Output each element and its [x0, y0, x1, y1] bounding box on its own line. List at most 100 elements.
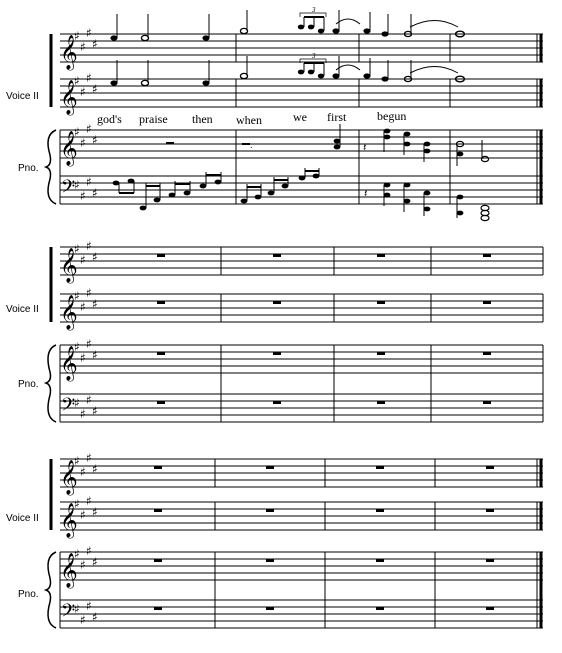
whole-rests [157, 352, 491, 404]
staff-label-piano: Pno. [18, 379, 39, 390]
svg-text:♯: ♯ [92, 133, 98, 147]
lyric-syllable: god's [97, 112, 122, 126]
whole-rest-icon [166, 142, 174, 144]
lyric-syllable: when [236, 113, 262, 127]
svg-text:♯: ♯ [80, 351, 86, 365]
svg-text:♯: ♯ [86, 451, 92, 465]
barlines [214, 552, 543, 628]
staff-piano-treble [60, 551, 543, 581]
whole-rests [154, 559, 494, 610]
svg-text:♯: ♯ [86, 494, 92, 508]
system-3: Voice II 𝄞 𝄞 ♯ ♯ ♯ ♯ ♯ ♯ ♯ ♯ [6, 451, 543, 629]
staff-label-voice: Voice II [6, 91, 39, 102]
svg-text:♯: ♯ [86, 599, 92, 613]
key-signature: ♯ ♯ ♯ ♯ ♯ ♯ ♯ ♯ [74, 337, 98, 421]
key-signature: ♯ ♯ ♯ ♯ ♯ ♯ ♯ ♯ [74, 544, 98, 627]
lyric-syllable: first [327, 110, 347, 124]
treble-clef-icon: 𝄞 [60, 295, 78, 331]
staff-label-voice: Voice II [6, 304, 39, 315]
svg-text:♯: ♯ [86, 71, 92, 85]
svg-text:♯: ♯ [74, 289, 80, 303]
svg-text:♯: ♯ [74, 396, 80, 410]
svg-text:♯: ♯ [92, 555, 98, 569]
svg-text:♯: ♯ [86, 122, 92, 136]
svg-text:♯: ♯ [74, 547, 80, 561]
system-1: Voice II 𝄞 𝄞 ♯ ♯ ♯ ♯ ♯ ♯ ♯ ♯ [6, 6, 543, 222]
svg-text:♯: ♯ [92, 404, 98, 418]
treble-clef-icon: 𝄞 [60, 35, 78, 71]
staff-label-piano: Pno. [18, 589, 39, 600]
triplet-label: 3 [311, 6, 316, 14]
svg-text:♯: ♯ [74, 340, 80, 354]
svg-text:♯: ♯ [86, 337, 92, 351]
staff-label-piano: Pno. [18, 163, 39, 174]
svg-text:♯: ♯ [92, 462, 98, 476]
staff-piano-bass [60, 599, 543, 629]
treble-clef-icon: 𝄞 [60, 346, 78, 382]
svg-text:♯: ♯ [74, 602, 80, 616]
svg-text:♯: ♯ [92, 186, 98, 200]
svg-text:♯: ♯ [74, 242, 80, 256]
svg-text:♯: ♯ [80, 253, 86, 267]
svg-text:♯: ♯ [80, 85, 86, 99]
staff-piano-treble [60, 129, 543, 159]
svg-text:♯: ♯ [74, 29, 80, 43]
lyric-syllable: then [192, 112, 213, 126]
staff-voice-1 [60, 33, 543, 63]
svg-text:♯: ♯ [86, 26, 92, 40]
key-signature: ♯ ♯ ♯ ♯ ♯ ♯ ♯ ♯ [74, 239, 98, 314]
svg-text:♯: ♯ [92, 505, 98, 519]
bass-clef-icon: 𝄢 [61, 601, 75, 626]
svg-text:♯: ♯ [80, 613, 86, 627]
whole-rests [157, 254, 491, 304]
svg-text:♯: ♯ [74, 125, 80, 139]
piano-brace-icon [43, 344, 57, 423]
treble-clef-icon: 𝄞 [60, 553, 78, 589]
lyrics: god's praise then when we first begun [97, 109, 406, 127]
lyric-syllable: praise [139, 112, 168, 126]
piano-treble-notes: . 𝄽 [166, 124, 490, 166]
staff-voice-2 [60, 293, 543, 323]
staff-label-voice: Voice II [6, 513, 39, 524]
svg-text:♯: ♯ [80, 558, 86, 572]
svg-text:𝄽: 𝄽 [364, 187, 367, 200]
piano-brace-icon [43, 551, 57, 629]
key-signature: ♯ ♯ ♯ ♯ ♯ ♯ ♯ ♯ [74, 26, 98, 99]
lyric-syllable: begun [377, 109, 406, 123]
svg-text:♯: ♯ [92, 297, 98, 311]
treble-clef-icon: 𝄞 [60, 131, 78, 167]
svg-text:♯: ♯ [74, 178, 80, 192]
key-signature: ♯ ♯ ♯ ♯ ♯ ♯ ♯ ♯ [74, 451, 98, 522]
whole-rests [154, 466, 494, 512]
bass-clef-icon: 𝄢 [61, 395, 75, 420]
svg-text:♯: ♯ [86, 239, 92, 253]
treble-clef-icon: 𝄞 [60, 503, 78, 539]
svg-text:♯: ♯ [86, 286, 92, 300]
staff-voice-2 [60, 78, 543, 108]
system-2: Voice II 𝄞 𝄞 ♯ ♯ ♯ ♯ ♯ ♯ ♯ ♯ [6, 239, 544, 423]
barlines [220, 247, 544, 322]
treble-clef-icon: 𝄞 [60, 460, 78, 496]
half-rest-icon [242, 143, 250, 145]
svg-text:𝄽: 𝄽 [363, 141, 366, 154]
svg-text:.: . [250, 141, 253, 150]
lyric-syllable: we [293, 110, 307, 124]
piano-brace-icon [43, 129, 57, 205]
key-signature: ♯ ♯ ♯ ♯ ♯ ♯ ♯ ♯ [74, 122, 98, 203]
svg-text:♯: ♯ [92, 610, 98, 624]
barlines [220, 345, 544, 422]
bass-clef-icon: 𝄢 [61, 177, 75, 202]
svg-text:♯: ♯ [80, 136, 86, 150]
staff-voice-1 [60, 246, 543, 276]
svg-text:♯: ♯ [92, 348, 98, 362]
staff-voice-1 [60, 458, 543, 488]
svg-text:♯: ♯ [74, 454, 80, 468]
voice-2-notes: 3 [110, 52, 466, 87]
treble-clef-icon: 𝄞 [60, 80, 78, 116]
svg-text:♯: ♯ [80, 508, 86, 522]
svg-text:♯: ♯ [86, 544, 92, 558]
staff-piano-treble [60, 344, 543, 374]
svg-text:♯: ♯ [86, 175, 92, 189]
svg-text:♯: ♯ [92, 82, 98, 96]
